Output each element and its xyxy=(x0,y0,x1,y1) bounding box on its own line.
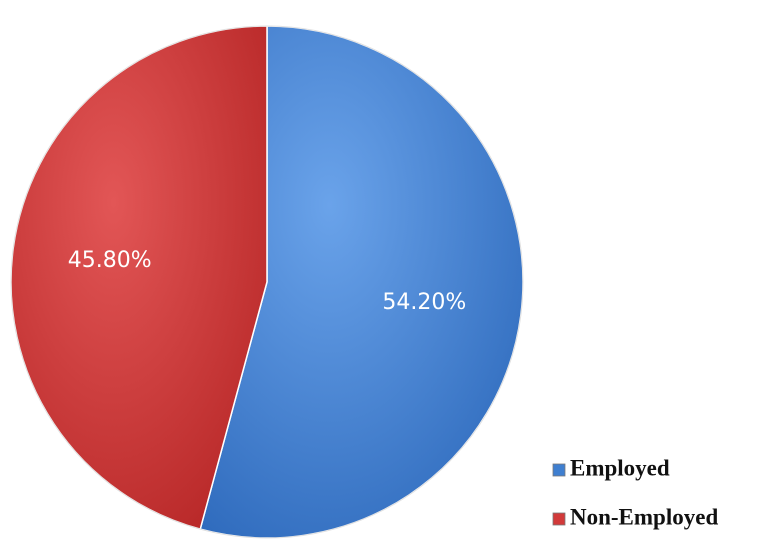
pie-slice-labels: 54.20% 45.80% xyxy=(68,248,466,315)
pie-slice-employed xyxy=(199,25,524,539)
slice-value-label: 54.20% xyxy=(382,290,466,315)
legend-label: Employed xyxy=(570,455,670,480)
slice-value-label: 45.80% xyxy=(68,248,152,273)
pie-outline xyxy=(10,25,524,539)
pie-slice-non-employed xyxy=(10,25,268,531)
legend-swatch xyxy=(552,463,566,477)
legend-label: Non-Employed xyxy=(570,504,718,529)
pie-slices xyxy=(10,25,524,539)
legend: Employed Non-Employed xyxy=(552,455,718,529)
legend-swatch xyxy=(552,512,566,526)
